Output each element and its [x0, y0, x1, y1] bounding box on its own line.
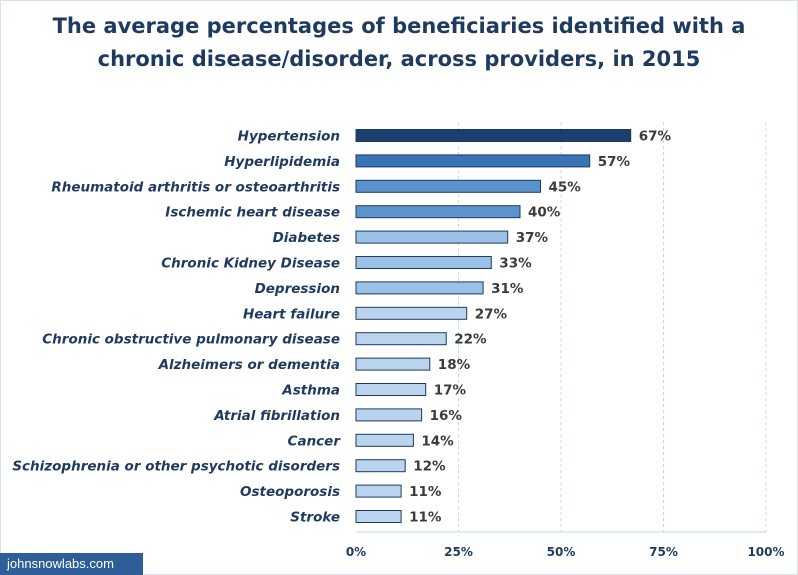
value-label: 27% [475, 306, 508, 322]
x-tick-label: 75% [649, 545, 678, 559]
value-label: 33% [499, 256, 532, 272]
value-label: 11% [409, 510, 442, 526]
category-label: Ischemic heart disease [165, 205, 340, 221]
value-label: 17% [434, 383, 467, 399]
value-label: 22% [454, 332, 487, 348]
category-label: Schizophrenia or other psychotic disorde… [12, 459, 340, 475]
category-label: Cancer [288, 433, 342, 449]
value-label: 37% [516, 230, 549, 246]
bar [355, 510, 402, 523]
category-label: Atrial fibrillation [213, 408, 340, 424]
bar [355, 256, 492, 269]
bar [355, 205, 521, 219]
x-tick-label: 100% [747, 545, 784, 559]
x-tick-label: 25% [444, 545, 473, 559]
category-label: Chronic Kidney Disease [161, 256, 340, 272]
bar [355, 408, 423, 422]
bar [355, 306, 468, 320]
value-label: 14% [421, 433, 454, 449]
value-label: 11% [409, 484, 442, 500]
chart-title-line-2: chronic disease/disorder, across provide… [97, 47, 701, 71]
category-label: Stroke [290, 510, 340, 526]
value-label: 57% [598, 154, 631, 170]
bar [355, 129, 632, 142]
bar [355, 433, 414, 447]
value-label: 40% [528, 205, 561, 221]
chart-title: The average percentages of beneficiaries… [0, 10, 798, 76]
category-label: Heart failure [243, 306, 340, 322]
value-label: 45% [549, 179, 582, 195]
category-label: Chronic obstructive pulmonary disease [42, 332, 340, 348]
value-label: 67% [639, 129, 672, 145]
category-label: Depression [255, 281, 340, 297]
value-label: 18% [438, 357, 471, 373]
bar [355, 484, 402, 498]
chart-title-line-1: The average percentages of beneficiaries… [52, 14, 746, 38]
bar [355, 459, 406, 473]
value-label: 31% [491, 281, 524, 297]
x-tick-label: 0% [346, 545, 366, 559]
category-label: Hyperlipidemia [224, 154, 340, 170]
bar [355, 357, 431, 371]
category-label: Diabetes [273, 230, 340, 246]
category-label: Rheumatoid arthritis or osteoarthritis [51, 179, 340, 195]
bar [355, 230, 509, 244]
bar [355, 332, 447, 346]
category-label: Alzheimers or dementia [158, 357, 340, 373]
bar [355, 281, 484, 295]
category-label: Hypertension [238, 129, 340, 145]
value-label: 16% [430, 408, 463, 424]
value-label: 12% [413, 459, 446, 475]
bar [355, 179, 541, 193]
category-label: Osteoporosis [240, 484, 340, 500]
category-label: Asthma [281, 383, 340, 399]
watermark: johnsnowlabs.com [0, 553, 143, 575]
x-tick-label: 50% [547, 545, 576, 559]
bar [355, 154, 591, 168]
bar [355, 383, 427, 396]
